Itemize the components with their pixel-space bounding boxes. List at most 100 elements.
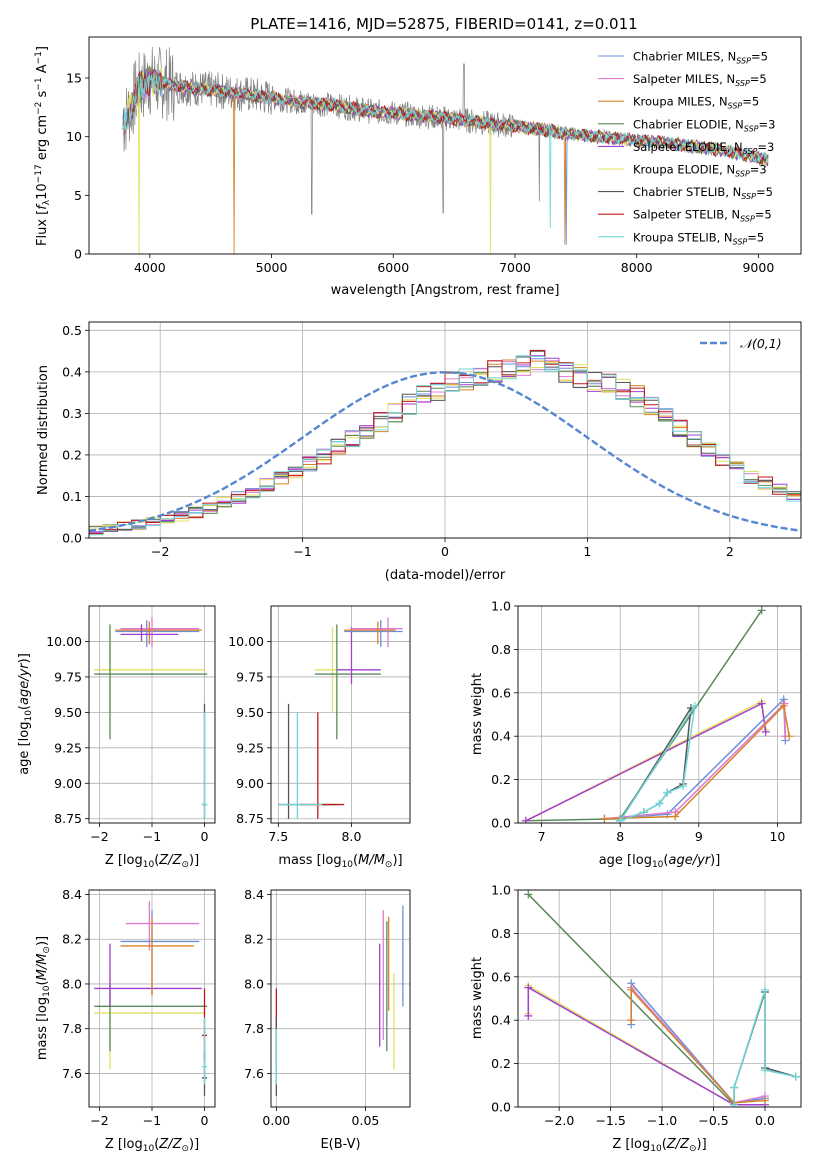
label-part: ⊙	[181, 860, 189, 870]
y-tick-label: 7.6	[62, 1066, 82, 1081]
residuals-plot-area	[89, 349, 801, 536]
label-part: −2	[34, 102, 44, 115]
normal-curve	[89, 371, 801, 532]
x-tick-label: 6000	[377, 260, 409, 275]
weight-marker-kroupa_stelib	[679, 782, 688, 791]
y-tick-label: 0.4	[491, 1013, 511, 1028]
legend-entry-kroupa_stelib: Kroupa STELIB, NSSP=5	[633, 230, 764, 246]
weight-marker-kroupa_stelib	[690, 701, 699, 710]
label-part: Z [log	[612, 1137, 650, 1152]
y-tick-label: 8.4	[244, 887, 264, 902]
y-tick-label: 9.25	[236, 740, 264, 755]
label-part: Kroupa STELIB, N	[633, 230, 733, 244]
axes-frame	[88, 36, 802, 255]
x-tick-label: 0	[201, 1113, 209, 1128]
weight_vs_age-plot-area	[521, 606, 794, 823]
label-part: Z/Z	[158, 1137, 182, 1152]
y-tick-label: 0.0	[62, 531, 82, 546]
weight-marker-salpeter_elodie	[524, 1011, 533, 1020]
y-tick-label: 15	[66, 71, 82, 86]
mass_vs_Z-plot-area	[94, 901, 208, 1096]
x-tick-label: −2	[90, 829, 108, 844]
weight-line-salpeter_elodie	[527, 986, 765, 1106]
x-tick-label: 4000	[134, 260, 166, 275]
label-part: mass [log	[35, 997, 50, 1060]
x-tick-label: 9000	[742, 260, 774, 275]
label-part: Kroupa ELODIE, N	[633, 163, 735, 177]
y-tick-label: 8.0	[244, 976, 264, 991]
axes-frame	[517, 605, 802, 824]
y-tick-label: 10.00	[46, 634, 82, 649]
age_vs_mass-xlabel: mass [log10(M/M⊙)]	[278, 853, 402, 870]
y-tick-label: 9.50	[54, 705, 82, 720]
x-tick-label: −1.0	[647, 1113, 677, 1128]
x-tick-label: −2	[151, 544, 169, 559]
weight-line-salpeter_miles	[604, 701, 787, 820]
weight-marker-kroupa_miles	[785, 732, 794, 741]
x-tick-label: 0	[201, 829, 209, 844]
y-tick-label: 0.5	[62, 323, 82, 338]
x-tick-label: −2.0	[544, 1113, 574, 1128]
y-tick-label: 0.3	[62, 406, 82, 421]
label-part: Flux [	[35, 210, 50, 246]
y-tick-label: 7.6	[244, 1066, 264, 1081]
label-part: (	[154, 853, 159, 868]
y-tick-label: 8.0	[62, 976, 82, 991]
y-tick-label: 8.2	[62, 932, 82, 947]
label-part: Z/Z	[158, 853, 182, 868]
label-part: f	[35, 203, 50, 210]
label-part: =3	[759, 117, 776, 131]
label-part: Z [log	[105, 1137, 143, 1152]
x-tick-label: 2	[726, 544, 734, 559]
label-part: ⊙	[42, 946, 52, 954]
y-tick-label: 9.00	[236, 776, 264, 791]
x-tick-label: −2	[90, 1113, 108, 1128]
label-part: 10	[650, 1144, 662, 1154]
legend-normal-label: 𝒩(0,1)	[740, 336, 782, 351]
label-part: ]	[35, 46, 50, 51]
label-part: ⊙	[385, 860, 393, 870]
weight_vs_Z-ylabel: mass weight	[470, 957, 485, 1039]
label-part: Z/Z	[666, 1137, 690, 1152]
label-part: M/M	[35, 954, 50, 981]
mass_vs_ebv-plot-area	[275, 905, 404, 1096]
label-part: erg cm	[35, 115, 50, 164]
weight_vs_age-xlabel: age [log10(age/yr)]	[599, 853, 721, 870]
label-part: SSP	[736, 57, 751, 66]
y-tick-label: 0	[74, 247, 82, 262]
label-part: 10	[42, 985, 52, 997]
label-part: 10	[143, 1144, 155, 1154]
age_vs_mass-plot-area	[278, 617, 403, 819]
hist-kroupa_stelib	[89, 355, 801, 536]
y-tick-label: 0.6	[491, 685, 511, 700]
label-part: SSP	[728, 102, 743, 111]
label-part: λ	[42, 199, 52, 205]
axes-frame	[270, 889, 411, 1108]
label-part: )]	[697, 1137, 707, 1152]
legend-entry-chabrier_elodie: Chabrier ELODIE, NSSP=3	[633, 117, 775, 133]
x-tick-label: 7	[538, 829, 546, 844]
label-part: )]	[710, 853, 720, 868]
y-tick-label: 0.0	[491, 816, 511, 831]
x-tick-label: 7000	[499, 260, 531, 275]
weight-marker-kroupa_stelib	[655, 799, 664, 808]
label-part: ⊙	[181, 1144, 189, 1154]
weight_vs_age-ylabel: mass weight	[470, 673, 485, 755]
y-tick-label: 10.00	[228, 634, 264, 649]
y-tick-label: 8.75	[236, 811, 264, 826]
label-part: =5	[755, 208, 772, 222]
label-part: =5	[747, 230, 764, 244]
mass_vs_Z-xlabel: Z [log10(Z/Z⊙)]	[105, 1137, 199, 1154]
y-tick-label: 9.75	[236, 669, 264, 684]
y-tick-label: 0.8	[491, 642, 511, 657]
label-part: =5	[750, 72, 767, 86]
label-part: SSP	[740, 215, 755, 224]
label-part: M/M	[358, 853, 385, 868]
weight-marker-kroupa_stelib	[616, 816, 625, 823]
label-part: age/yr	[668, 853, 711, 868]
label-part: )]	[189, 1137, 199, 1152]
weight-marker-salpeter_elodie	[757, 699, 766, 708]
label-part: (	[17, 705, 32, 710]
x-tick-label: 8000	[621, 260, 653, 275]
y-tick-label: 1.0	[491, 883, 511, 898]
